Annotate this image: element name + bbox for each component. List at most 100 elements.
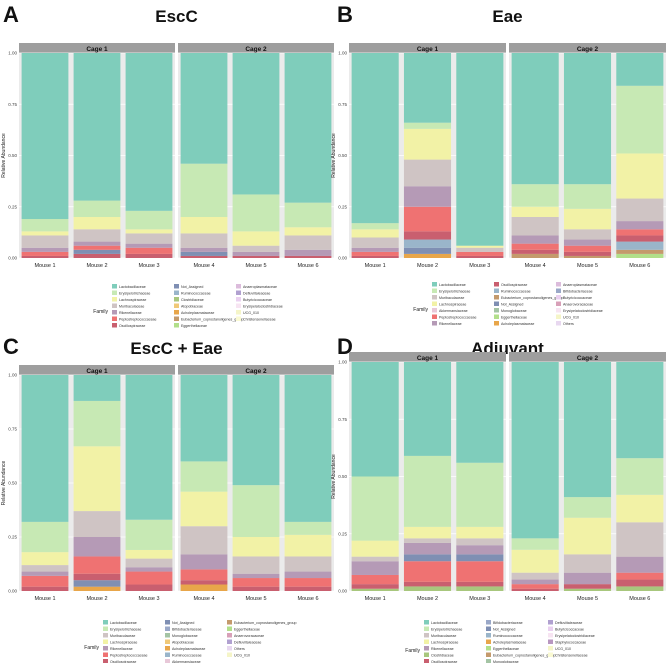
bar-segment-rikenellaceae <box>284 571 332 579</box>
bar-segment-rikenellaceae <box>232 573 280 579</box>
legend-label: Eggerthellaceae <box>501 316 527 320</box>
legend-item: Muribaculaceae <box>424 633 456 638</box>
legend-item: Acholeplasmataceae <box>494 321 534 326</box>
bar-segment-peptostreptococcaceae <box>403 561 452 582</box>
bar-segment-peptostreptococcaceae <box>351 574 399 585</box>
legend-title: Family <box>405 648 420 654</box>
bar-segment-rikenellaceae <box>125 567 173 572</box>
legend-swatch <box>174 297 179 302</box>
y-tick-label: 0.50 <box>338 153 347 158</box>
bar-segment-erysipelotrichaceae <box>284 521 332 535</box>
facet-strip <box>509 43 666 53</box>
legend-label: Butyricicoccaceae <box>555 628 584 632</box>
legend-label: Atopobiaceae <box>172 641 194 645</box>
x-tick-label: Mouse 4 <box>525 596 546 602</box>
legend-swatch <box>494 288 499 293</box>
bar-segment-muribaculaceae <box>21 565 69 572</box>
legend-label: Ruminococcaceae <box>181 292 211 296</box>
legend-label: Rikenellaceae <box>119 311 142 315</box>
legend-label: UCG_010 <box>243 311 259 315</box>
bar-segment-peptostreptococcaceae <box>616 229 664 236</box>
legend-swatch <box>494 308 499 313</box>
legend-label: Ruminococcaceae <box>172 654 202 658</box>
bar-segment-muribaculaceae <box>73 229 121 242</box>
bar-segment-peptostreptococcaceae <box>73 556 121 574</box>
legend-item: Christensenellaceae <box>548 652 588 658</box>
y-tick-label: 0.00 <box>8 256 17 261</box>
bar-segment-clostridiaceae <box>616 586 664 591</box>
bar-segment-lactobacillaceae <box>180 375 228 462</box>
bar-segment-eubacterium-coprostanoligenes-group <box>511 253 559 258</box>
bar-mouse-3 <box>125 375 173 591</box>
bar-segment-muribaculaceae <box>511 217 559 236</box>
bar-segment-rikenellaceae <box>563 572 612 585</box>
bar-segment-lactobacillaceae <box>563 362 612 498</box>
bar-segment-erysipelotrichaceae <box>21 521 69 553</box>
legend-swatch <box>103 652 108 657</box>
legend-swatch <box>494 282 499 287</box>
legend-item: Erysipelotrichaceae <box>112 290 150 296</box>
bar-segment-lactobacillaceae <box>511 362 559 539</box>
legend-label: Monoglobaceae <box>501 309 527 313</box>
legend-item: Lachnospiraceae <box>432 301 466 307</box>
legend-swatch <box>486 626 491 631</box>
legend-swatch <box>174 323 179 328</box>
legend-label: Staphylococcaceae <box>555 641 586 645</box>
bar-segment-peptostreptococcaceae <box>403 206 452 232</box>
legend-item: Rikenellaceae <box>112 310 142 315</box>
legend-label: Lactobacillaceae <box>119 285 146 289</box>
bar-segment-lactobacillaceae <box>351 53 399 224</box>
legend-label: Others <box>234 647 245 651</box>
legend-item: Monoglobaceae <box>494 308 527 313</box>
bar-segment-rikenellaceae <box>403 186 452 207</box>
legend-item: UCG_010 <box>236 310 259 315</box>
legend-swatch <box>424 639 429 644</box>
legend-swatch <box>103 639 108 644</box>
legend-item: Anaeroplasmataceae <box>556 282 597 287</box>
bar-segment-not-assigned <box>403 247 452 254</box>
bar-segment-acholeplasmataceae <box>73 586 121 591</box>
bar-segment-muribaculaceae <box>232 245 280 252</box>
bar-segment-erysipelotrichaceae <box>456 462 504 527</box>
y-tick-label: 0.50 <box>8 481 17 486</box>
legend-label: Bifidobacteriaceae <box>493 621 523 625</box>
legend-item: UCG_010 <box>548 646 571 651</box>
panel-c: C EscC + Eae Cage 1 Cage 2 0.00 0.25 0.50 0.75 1… <box>1 334 334 663</box>
bar-segment-oscillospiraceae <box>511 249 559 254</box>
bar-segment-lactobacillaceae <box>125 375 173 520</box>
bar-mouse-3 <box>125 53 173 258</box>
legend-item: Eubacterium_coprostanoligenes_group <box>494 295 564 300</box>
legend-swatch <box>494 301 499 306</box>
bar-segment-erysipelotrichaceae <box>403 455 452 527</box>
bar-segment-lactobacillaceae <box>403 362 452 456</box>
bar-segment-oscillospiraceae <box>21 586 69 591</box>
x-tick-label: Mouse 6 <box>297 596 318 602</box>
y-tick-label: 1.00 <box>8 51 17 56</box>
bar-segment-acholeplasmataceae <box>403 253 452 258</box>
bar-segment-muribaculaceae <box>563 229 612 240</box>
legend-item: Erysipelatoclostridiaceae <box>236 303 283 309</box>
legend-label: Defluviitaleaceae <box>243 292 270 296</box>
bar-segment-lachnospiraceae <box>563 208 612 230</box>
bar-mouse-4 <box>180 375 228 591</box>
bar-segment-peptostreptococcaceae <box>511 243 559 250</box>
legend-item: Eubacterium_coprostanoligenes_group <box>486 652 556 658</box>
legend-swatch <box>556 295 561 300</box>
legend-item: Muribaculaceae <box>112 303 144 309</box>
legend-swatch <box>548 646 553 651</box>
legend-item: Eggerthellaceae <box>174 323 207 328</box>
y-axis-label: Relative Abundance <box>1 461 7 506</box>
legend-item: Peptostreptococcaceae <box>112 316 157 322</box>
bar-segment-oscillospiraceae <box>21 255 69 258</box>
facet-strip <box>349 43 506 53</box>
legend: Family Lactobacillaceae Erysipelotrichacea… <box>413 282 603 326</box>
legend-swatch <box>165 633 170 638</box>
legend-swatch <box>494 321 499 326</box>
x-tick-label: Mouse 3 <box>138 596 159 602</box>
legend-item: Rikenellaceae <box>424 646 454 651</box>
legend-swatch <box>486 652 491 657</box>
bar-segment-lachnospiraceae <box>511 549 559 573</box>
bar-segment-lactobacillaceae <box>232 53 280 195</box>
bar-segment-lactobacillaceae <box>232 375 280 486</box>
